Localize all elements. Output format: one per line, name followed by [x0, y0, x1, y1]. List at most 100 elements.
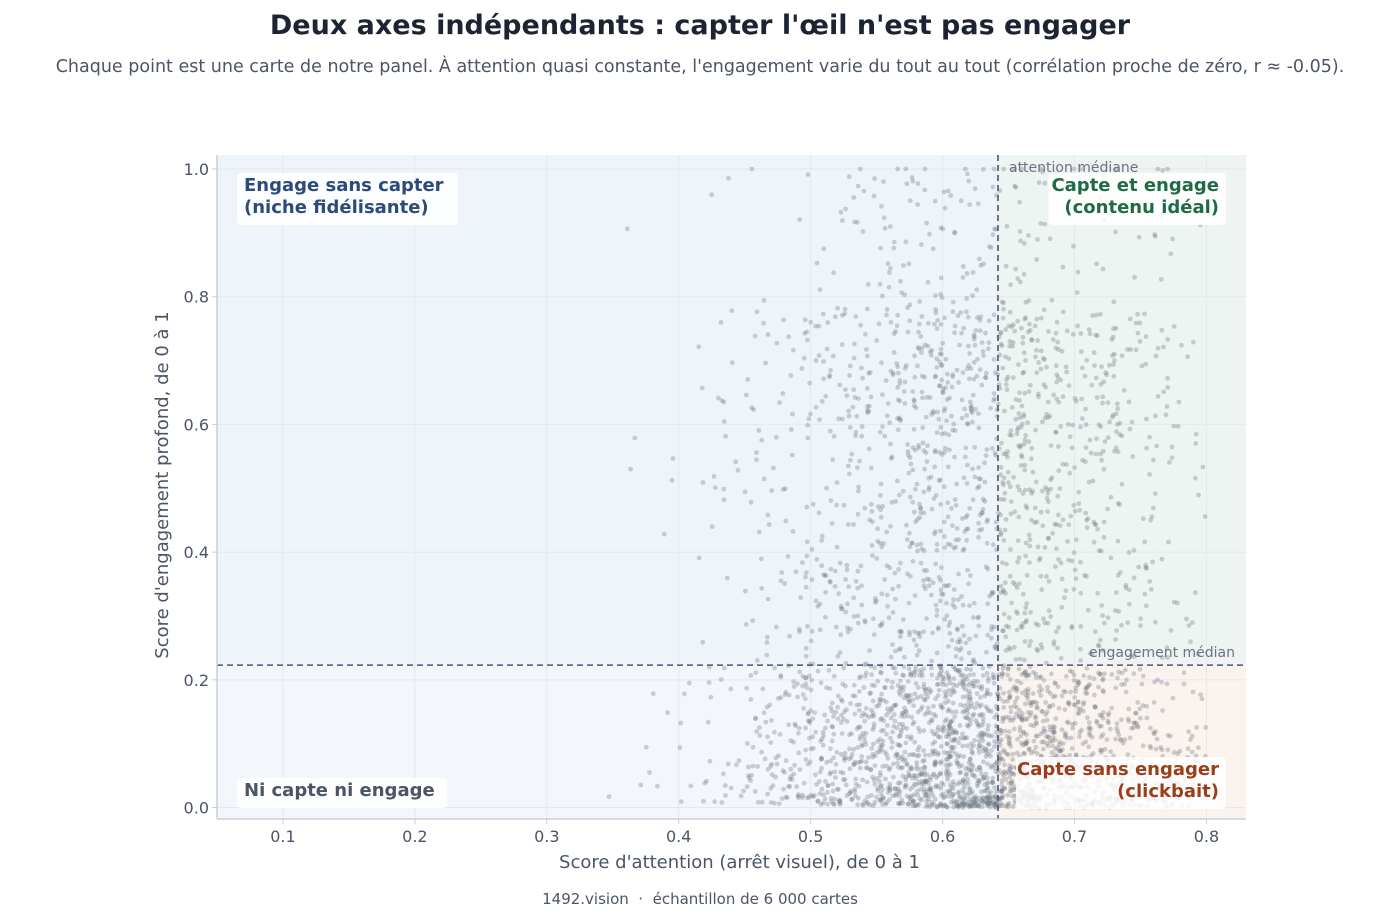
scatter-point	[1035, 338, 1041, 343]
scatter-point	[928, 787, 933, 793]
scatter-point	[1167, 460, 1172, 465]
scatter-point	[979, 772, 984, 777]
scatter-point	[835, 653, 841, 659]
scatter-point	[929, 728, 935, 734]
scatter-point	[875, 526, 880, 532]
scatter-point	[959, 415, 965, 421]
scatter-point	[1099, 713, 1105, 718]
scatter-point	[878, 773, 883, 778]
scatter-point	[1095, 333, 1100, 339]
scatter-point	[1049, 475, 1055, 480]
scatter-point	[853, 429, 859, 435]
scatter-point	[1071, 672, 1077, 678]
scatter-point	[1099, 457, 1104, 463]
scatter-point	[920, 425, 926, 431]
scatter-point	[643, 744, 649, 750]
scatter-point	[1064, 719, 1070, 725]
scatter-point	[989, 733, 995, 739]
scatter-point	[1042, 415, 1048, 421]
scatter-point	[1174, 600, 1180, 606]
scatter-point	[1031, 738, 1037, 744]
scatter-point	[1066, 557, 1071, 563]
scatter-point	[1026, 747, 1032, 752]
scatter-point	[1051, 642, 1057, 647]
median-attention-label: attention médiane	[1009, 160, 1138, 176]
scatter-point	[870, 698, 876, 704]
scatter-point	[992, 799, 998, 804]
scatter-point	[902, 654, 907, 660]
scatter-point	[975, 315, 980, 320]
scatter-point	[699, 385, 705, 391]
scatter-point	[940, 226, 946, 232]
scatter-point	[922, 712, 928, 717]
scatter-point	[855, 620, 861, 626]
scatter-point	[1022, 670, 1028, 675]
scatter-point	[1100, 715, 1106, 721]
quadrant-label-bottom-right-box	[1015, 757, 1226, 809]
scatter-point	[878, 798, 884, 804]
scatter-point	[905, 452, 911, 458]
scatter-point	[951, 676, 957, 681]
scatter-point	[895, 370, 901, 376]
scatter-point	[967, 756, 973, 762]
scatter-point	[843, 782, 849, 788]
scatter-point	[957, 667, 963, 673]
scatter-point	[1024, 505, 1030, 511]
scatter-point	[900, 773, 906, 779]
scatter-point	[893, 702, 899, 708]
scatter-point	[1186, 729, 1192, 735]
scatter-point	[822, 725, 828, 731]
scatter-point	[907, 786, 913, 792]
scatter-point	[780, 391, 786, 396]
scatter-point	[863, 331, 868, 337]
scatter-point	[980, 795, 986, 800]
scatter-point	[1060, 741, 1066, 746]
scatter-point	[976, 795, 982, 801]
scatter-point	[1006, 780, 1012, 786]
scatter-point	[959, 798, 964, 804]
scatter-point	[1042, 357, 1047, 362]
scatter-point	[888, 368, 894, 374]
scatter-point	[1062, 730, 1068, 736]
scatter-point	[1086, 726, 1091, 731]
scatter-point	[977, 256, 982, 262]
scatter-point	[837, 797, 843, 803]
scatter-point	[912, 739, 918, 745]
scatter-point	[746, 775, 752, 781]
scatter-point	[1011, 726, 1017, 732]
scatter-point	[1006, 729, 1012, 734]
scatter-point	[851, 762, 857, 767]
scatter-point	[866, 409, 872, 414]
scatter-point	[1026, 686, 1031, 692]
scatter-point	[972, 799, 978, 805]
scatter-point	[847, 766, 853, 772]
scatter-point	[1062, 734, 1068, 740]
scatter-point	[829, 723, 835, 729]
scatter-point	[838, 632, 844, 638]
scatter-point	[832, 584, 838, 589]
scatter-point	[1019, 325, 1024, 331]
scatter-point	[768, 800, 774, 805]
scatter-point	[879, 787, 885, 792]
scatter-point	[1041, 739, 1047, 745]
scatter-point	[748, 499, 754, 505]
scatter-point	[926, 786, 931, 792]
scatter-point	[861, 734, 867, 740]
scatter-point	[918, 541, 924, 547]
scatter-point	[990, 542, 996, 548]
scatter-point	[669, 477, 675, 483]
scatter-point	[1092, 692, 1097, 698]
scatter-point	[1105, 615, 1111, 620]
scatter-point	[973, 794, 978, 799]
scatter-point	[1011, 645, 1017, 650]
scatter-point	[977, 742, 983, 748]
scatter-point	[882, 577, 887, 582]
scatter-point	[884, 800, 890, 805]
scatter-point	[951, 782, 957, 787]
scatter-point	[872, 665, 878, 671]
scatter-point	[1018, 716, 1024, 721]
scatter-point	[965, 171, 970, 177]
scatter-point	[924, 798, 930, 804]
scatter-point	[791, 771, 797, 777]
scatter-point	[1117, 736, 1123, 742]
